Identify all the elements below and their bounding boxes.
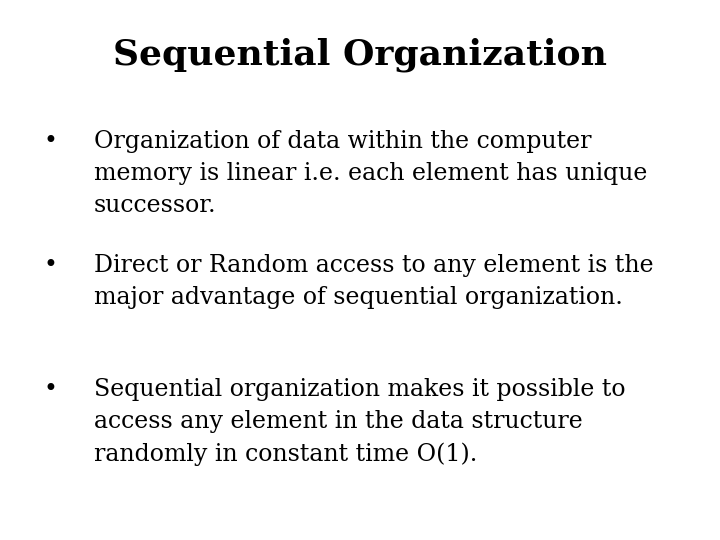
Text: Sequential Organization: Sequential Organization: [113, 38, 607, 72]
Text: •: •: [43, 254, 58, 277]
Text: Direct or Random access to any element is the
major advantage of sequential orga: Direct or Random access to any element i…: [94, 254, 653, 309]
Text: Organization of data within the computer
memory is linear i.e. each element has : Organization of data within the computer…: [94, 130, 647, 217]
Text: •: •: [43, 378, 58, 401]
Text: •: •: [43, 130, 58, 153]
Text: Sequential organization makes it possible to
access any element in the data stru: Sequential organization makes it possibl…: [94, 378, 625, 466]
